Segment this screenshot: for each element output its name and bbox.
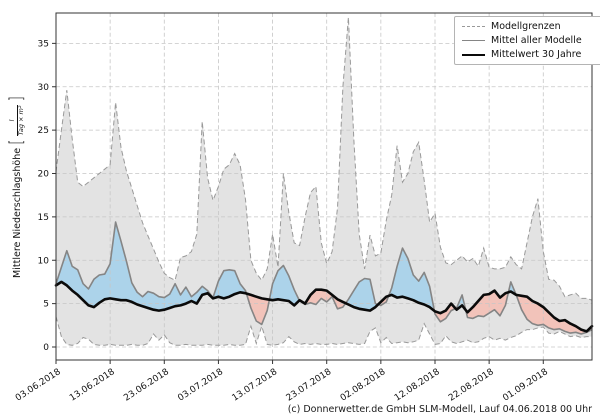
x-tick-label: 23.07.2018 <box>285 367 334 404</box>
unit-denominator: Tag × m² <box>16 104 25 137</box>
unit-bracket-open: [ <box>7 139 27 145</box>
legend-label: Mittel aller Modelle <box>491 35 582 46</box>
x-tick-label: 01.09.2018 <box>501 367 550 404</box>
y-tick-label: 0 <box>43 343 49 353</box>
x-tick-label: 13.07.2018 <box>231 367 280 404</box>
x-tick-label: 13.06.2018 <box>68 367 117 404</box>
y-tick-label: 20 <box>38 170 50 180</box>
legend-item-modellgrenzen: Modellgrenzen <box>462 21 594 32</box>
legend-box: Modellgrenzen Mittel aller Modelle Mitte… <box>454 16 600 65</box>
unit-bracket-close: ] <box>7 96 27 102</box>
x-tick-label: 22.08.2018 <box>447 367 496 404</box>
unit-fraction: l Tag × m² <box>8 104 25 137</box>
x-tick-label: 02.08.2018 <box>339 367 388 404</box>
x-tick-label: 03.07.2018 <box>176 367 225 404</box>
legend-item-mittel-aller-modelle: Mittel aller Modelle <box>462 35 594 46</box>
below-normal-fill <box>56 281 592 334</box>
y-tick-label: 35 <box>38 39 49 49</box>
model-range-band <box>56 17 592 346</box>
y-tick-label: 15 <box>38 213 49 223</box>
x-tick-label: 03.06.2018 <box>14 367 63 404</box>
dashed-line-swatch-icon <box>462 26 485 27</box>
gray-line-swatch-icon <box>462 40 485 41</box>
y-tick-label: 5 <box>43 300 49 310</box>
x-tick-label: 12.08.2018 <box>393 367 442 404</box>
legend-label: Modellgrenzen <box>491 21 561 32</box>
copyright-caption: (c) Donnerwetter.de GmbH SLM-Modell, Lau… <box>287 404 592 415</box>
black-line-swatch-icon <box>462 53 485 56</box>
y-tick-label: 30 <box>38 83 50 93</box>
x-tick-label: 23.06.2018 <box>122 367 171 404</box>
y-tick-label: 25 <box>38 126 49 136</box>
mean-30y-line <box>54 280 594 333</box>
legend-label: Mittelwert 30 Jahre <box>491 49 582 60</box>
axes-frame <box>55 12 593 361</box>
y-axis-label-text: Mittlere Niederschlagshöhe <box>11 147 23 278</box>
lower-bound-line <box>55 316 592 346</box>
legend-item-mittelwert-30-jahre: Mittelwert 30 Jahre <box>462 49 594 60</box>
model-mean-line <box>55 221 593 335</box>
y-axis-label: Mittlere Niederschlagshöhe [ l Tag × m² … <box>6 4 28 370</box>
y-tick-label: 10 <box>38 256 50 266</box>
upper-bound-line <box>55 17 593 301</box>
unit-numerator: l <box>8 119 17 122</box>
